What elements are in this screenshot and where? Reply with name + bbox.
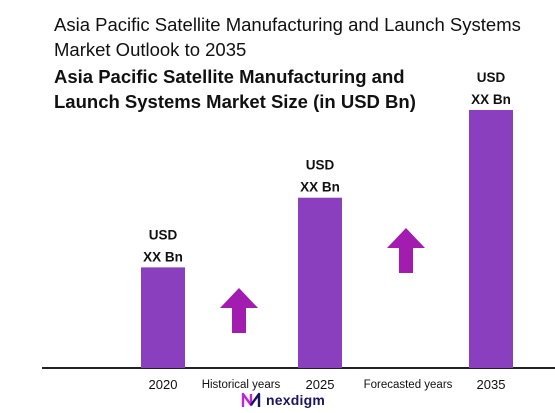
data-label-2025-currency: USD [306,158,335,173]
data-label-2035-value: XX Bn [471,92,511,107]
nexdigm-logo-icon [241,392,261,407]
forecasted-years-label: Forecasted years [364,379,453,391]
bar-2025 [298,197,342,368]
historical-years-label: Historical years [202,379,281,391]
brand: nexdigm [240,390,325,410]
data-label-2020-currency: USD [149,227,178,242]
category-label-2020: 2020 [149,377,178,392]
category-label-2035: 2035 [477,377,506,392]
data-label-2020-value: XX Bn [143,249,183,264]
data-label-2035-currency: USD [477,70,506,85]
category-label-2025: 2025 [306,377,335,392]
forecast-growth-arrow-icon [387,228,425,273]
bar-2020 [141,267,185,368]
bar-2035 [469,110,513,368]
chart-subtitle: Asia Pacific Satellite Manufacturing and… [54,66,416,112]
data-label-2025-value: XX Bn [300,180,340,195]
chart-title: Asia Pacific Satellite Manufacturing and… [54,14,521,60]
brand-name: nexdigm [266,392,325,408]
historical-growth-arrow-icon [220,288,258,333]
